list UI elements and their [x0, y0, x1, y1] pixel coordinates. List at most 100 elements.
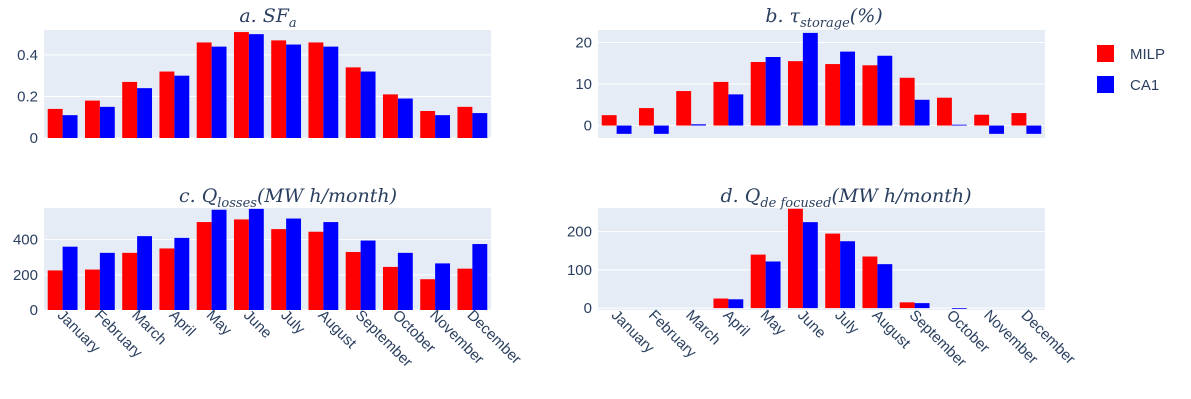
bar-milp-december: [1011, 113, 1027, 126]
bar-milp-december: [457, 106, 473, 138]
bar-ca1-february: [99, 252, 115, 310]
bar-ca1-october: [951, 124, 967, 126]
x-tick-label-may: May: [757, 307, 789, 339]
x-tick-label-may: May: [203, 307, 235, 339]
bar-ca1-december: [472, 113, 488, 138]
bar-ca1-october: [397, 252, 413, 310]
y-tick-label: 400: [13, 232, 38, 249]
bar-ca1-december: [472, 244, 488, 310]
bar-ca1-january: [62, 115, 78, 138]
bar-milp-november: [420, 279, 436, 310]
y-tick-label: 0: [584, 118, 592, 135]
bar-ca1-july: [840, 51, 856, 126]
bar-ca1-october: [951, 308, 967, 309]
bar-ca1-april: [728, 299, 744, 309]
legend-swatch-ca1: [1097, 76, 1114, 93]
bar-ca1-april: [174, 75, 190, 138]
chart-panel-b: 0 10 20 b. τstorage(%): [575, 5, 1045, 138]
bar-ca1-november: [435, 263, 451, 310]
y-tick-label: 0.2: [17, 88, 38, 105]
y-tick-label: 0: [584, 300, 592, 317]
bar-ca1-august: [877, 264, 893, 309]
legend-label-ca1: CA1: [1130, 77, 1159, 94]
x-tick-label-april: April: [166, 307, 199, 340]
x-tick-label-april: April: [720, 307, 753, 340]
bar-milp-may: [750, 254, 766, 309]
bar-ca1-may: [211, 46, 227, 138]
bar-milp-may: [196, 42, 212, 138]
y-tick-label: 200: [13, 267, 38, 284]
y-tick-label: 10: [575, 76, 592, 93]
legend-label-milp: MILP: [1130, 46, 1165, 63]
bar-milp-april: [159, 71, 175, 138]
bar-ca1-august: [877, 55, 893, 126]
y-tick-label: 0: [30, 302, 38, 319]
plot-area: [598, 208, 1045, 310]
bar-ca1-july: [286, 44, 302, 138]
bar-milp-february: [84, 269, 100, 310]
y-tick-label: 0.4: [17, 47, 38, 64]
bar-ca1-march: [137, 88, 153, 138]
bar-ca1-november: [435, 115, 451, 138]
bar-milp-may: [196, 222, 212, 310]
bar-milp-may: [750, 61, 766, 126]
bar-milp-december: [457, 268, 473, 310]
plot-area: [44, 208, 491, 310]
bar-milp-april: [713, 298, 729, 309]
panel-title: d. Qde focused(MW h/month): [720, 185, 971, 211]
bar-milp-june: [233, 32, 249, 139]
bar-milp-september: [345, 67, 361, 138]
bar-ca1-february: [653, 125, 669, 134]
bar-milp-february: [638, 108, 654, 126]
bar-ca1-may: [765, 57, 781, 126]
panel-title: a. SFa: [239, 5, 296, 31]
bar-milp-september: [899, 302, 915, 309]
bar-ca1-september: [914, 99, 930, 126]
y-tick-label: 200: [567, 224, 592, 241]
x-tick-label-june: June: [794, 307, 829, 342]
legend: MILP CA1: [1097, 45, 1165, 94]
bar-ca1-may: [765, 261, 781, 309]
bar-ca1-june: [248, 34, 264, 138]
bar-milp-november: [420, 111, 436, 138]
bar-ca1-march: [137, 236, 153, 310]
bar-milp-july: [271, 40, 287, 139]
bar-ca1-june: [802, 32, 818, 126]
bar-milp-august: [862, 256, 878, 309]
bar-milp-october: [936, 97, 952, 126]
bar-milp-august: [308, 231, 324, 310]
bar-ca1-april: [728, 94, 744, 126]
bar-milp-january: [47, 270, 63, 310]
bar-milp-february: [84, 100, 100, 138]
bar-ca1-december: [1026, 125, 1042, 134]
bar-ca1-september: [360, 240, 376, 310]
bar-milp-july: [825, 233, 841, 309]
y-tick-label: 20: [575, 34, 592, 51]
plot-area: [44, 30, 491, 138]
bar-ca1-august: [323, 222, 339, 310]
bar-ca1-july: [840, 241, 856, 309]
bar-milp-october: [382, 266, 398, 310]
bar-milp-july: [825, 64, 841, 126]
bar-milp-march: [122, 252, 138, 310]
bar-milp-june: [787, 208, 803, 309]
legend-swatch-milp: [1097, 45, 1114, 62]
y-tick-label: 100: [567, 262, 592, 279]
bar-milp-november: [974, 114, 990, 126]
bar-milp-january: [601, 115, 617, 126]
bar-milp-march: [676, 91, 692, 126]
bar-milp-july: [271, 229, 287, 310]
bar-ca1-november: [989, 125, 1005, 134]
bar-ca1-may: [211, 209, 227, 310]
x-tick-label-july: July: [277, 307, 308, 338]
bar-milp-august: [862, 65, 878, 126]
bar-milp-march: [122, 81, 138, 138]
bar-ca1-june: [802, 222, 818, 309]
bar-milp-june: [233, 219, 249, 310]
bar-milp-september: [899, 77, 915, 126]
bar-ca1-september: [360, 71, 376, 138]
x-tick-label-august: August: [315, 307, 361, 353]
panel-title: c. Qlosses(MW h/month): [179, 185, 397, 211]
